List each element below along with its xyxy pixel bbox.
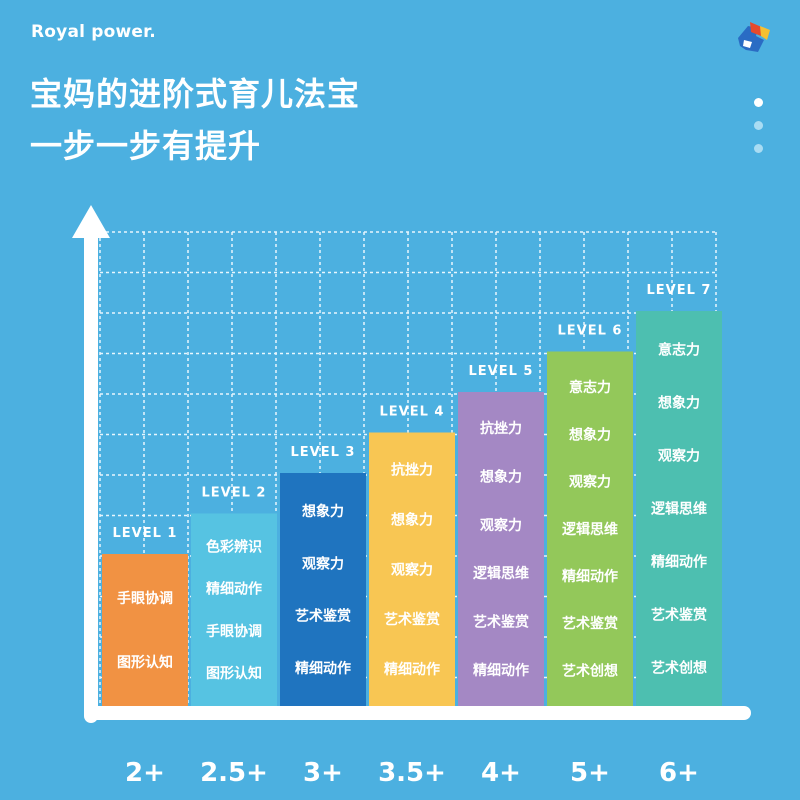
x-tick-label: 3+	[303, 758, 343, 788]
bar-skill-label: 艺术鉴赏	[384, 611, 440, 628]
bar-skill-label: 艺术鉴赏	[562, 615, 618, 632]
bar-skill-label: 观察力	[569, 474, 611, 491]
bar-skill-label: 抗挫力	[480, 420, 522, 437]
bar-skill-label: 手眼协调	[206, 623, 262, 640]
x-tick-label: 2.5+	[200, 758, 268, 788]
bar-skill-label: 观察力	[391, 561, 433, 578]
arrow-up-icon	[72, 205, 110, 238]
bar	[369, 432, 455, 706]
bar-skill-label: 意志力	[658, 342, 700, 359]
page-title: 宝妈的进阶式育儿法宝 一步一步有提升	[30, 70, 360, 174]
x-tick-label: 6+	[659, 758, 699, 788]
bar-skill-label: 抗挫力	[391, 461, 433, 478]
bar-skill-label: 观察力	[302, 555, 344, 572]
bar	[636, 311, 722, 706]
bar-skill-label: 想象力	[390, 511, 433, 528]
bar-skill-label: 图形认知	[117, 654, 173, 671]
title-line-2: 一步一步有提升	[30, 127, 262, 165]
bar-level-label: LEVEL 6	[558, 324, 623, 339]
bar-skill-label: 意志力	[569, 379, 611, 396]
bar-skill-label: 艺术创想	[651, 660, 707, 677]
bar-skill-label: 精细动作	[473, 662, 529, 679]
page-dot[interactable]	[754, 121, 763, 130]
bar-level-label: LEVEL 5	[469, 364, 534, 379]
bar-skill-label: 精细动作	[562, 568, 618, 585]
bar-level-label: LEVEL 2	[202, 486, 267, 501]
bar-level-label: LEVEL 7	[647, 283, 712, 298]
page-indicator	[754, 98, 764, 167]
bar	[458, 392, 544, 706]
bar-skill-label: 色彩辨识	[206, 539, 262, 556]
page-dot-active[interactable]	[754, 98, 763, 107]
bar-level-label: LEVEL 3	[291, 445, 356, 460]
x-tick-label: 3.5+	[378, 758, 446, 788]
bar-level-label: LEVEL 1	[113, 526, 178, 541]
puzzle-logo-icon	[738, 22, 770, 52]
bar-skill-label: 艺术鉴赏	[651, 607, 707, 624]
bar-skill-label: 想象力	[301, 503, 344, 520]
bar	[102, 554, 188, 706]
bar-skill-label: 逻辑思维	[651, 501, 707, 518]
bar	[280, 473, 366, 706]
bar-skill-label: 艺术鉴赏	[295, 608, 351, 625]
x-tick-label: 5+	[570, 758, 610, 788]
bar-skill-label: 手眼协调	[117, 590, 173, 607]
bar-skill-label: 艺术创想	[562, 662, 618, 679]
bar-skill-label: 观察力	[658, 448, 700, 465]
bar-skill-label: 逻辑思维	[473, 565, 529, 582]
bar	[547, 351, 633, 706]
bar-level-label: LEVEL 4	[380, 405, 445, 420]
bar-skill-label: 精细动作	[206, 581, 262, 598]
y-axis	[72, 205, 110, 723]
page-dot[interactable]	[754, 144, 763, 153]
x-tick-label: 4+	[481, 758, 521, 788]
bar	[191, 513, 277, 706]
bar-skill-label: 精细动作	[384, 661, 440, 678]
bar-skill-label: 图形认知	[206, 665, 262, 682]
bar-skill-label: 精细动作	[651, 554, 707, 571]
bar-skill-label: 精细动作	[295, 660, 351, 677]
bar-skill-label: 想象力	[657, 395, 700, 412]
x-tick-label: 2+	[125, 758, 165, 788]
bar-skill-label: 想象力	[479, 469, 522, 486]
bar-skill-label: 想象力	[568, 426, 611, 443]
bar-skill-label: 艺术鉴赏	[473, 614, 529, 631]
bar-skill-label: 观察力	[480, 517, 522, 534]
brand-name: Royal power.	[31, 22, 156, 42]
title-line-1: 宝妈的进阶式育儿法宝	[30, 75, 361, 113]
bar-skill-label: 逻辑思维	[562, 521, 618, 538]
x-axis-ticks: 2+ 2.5+ 3+ 3.5+ 4+ 5+ 6+	[125, 758, 699, 788]
